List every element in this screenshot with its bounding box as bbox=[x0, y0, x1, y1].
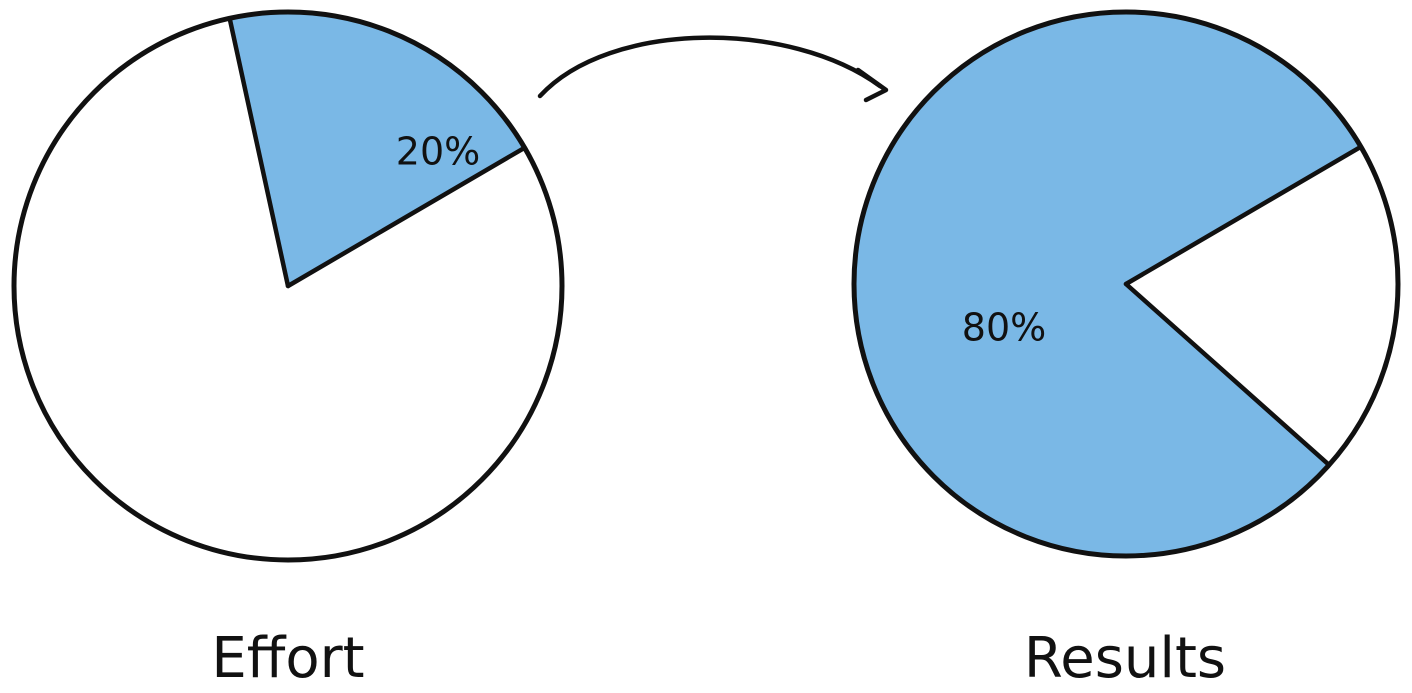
results-pie-outline bbox=[851, 9, 1401, 559]
results-pie-slice-80 bbox=[854, 11, 1361, 557]
effort-pie: 20% bbox=[11, 9, 565, 563]
effort-pie-slice-80 bbox=[13, 18, 563, 561]
effort-pie-slice-20 bbox=[229, 12, 525, 287]
effort-pie-divider-1 bbox=[227, 16, 291, 289]
arrowhead-icon bbox=[855, 67, 889, 103]
effort-caption: Effort bbox=[211, 626, 364, 691]
effort-pie-divider-0 bbox=[285, 145, 527, 289]
results-pie-divider-1 bbox=[1123, 281, 1332, 468]
results-caption: Results bbox=[1024, 626, 1226, 691]
results-pie-percent-label: 80% bbox=[962, 306, 1046, 350]
results-pie-slice-20 bbox=[1126, 146, 1399, 465]
curved-arrow-icon bbox=[537, 35, 883, 99]
effort-pie-outline bbox=[11, 9, 565, 563]
effort-pie-percent-label: 20% bbox=[396, 130, 480, 174]
results-pie: 80% bbox=[851, 9, 1401, 559]
results-pie-divider-0 bbox=[1123, 144, 1364, 287]
